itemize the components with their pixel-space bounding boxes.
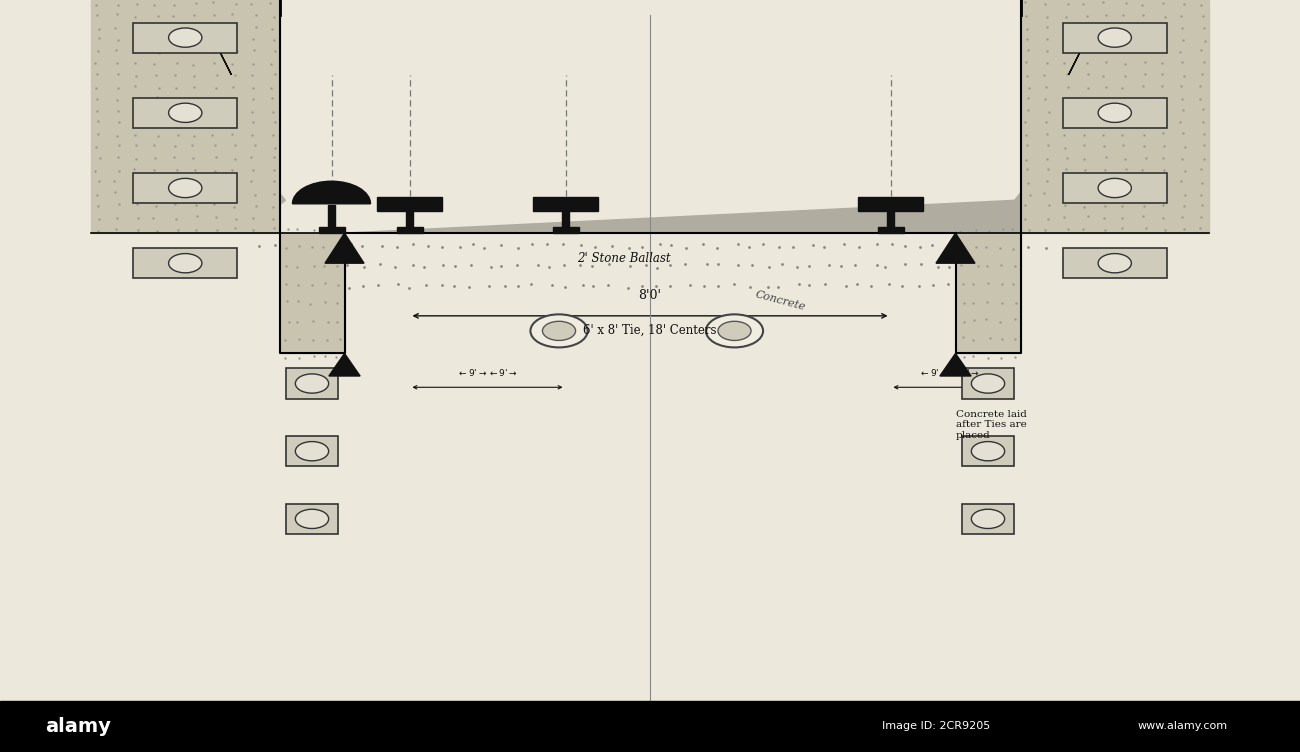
Polygon shape (1069, 53, 1079, 74)
Circle shape (169, 253, 202, 273)
Bar (1063, 98, 1167, 128)
Bar (286, 368, 338, 399)
Text: www.alamy.com: www.alamy.com (1138, 721, 1228, 732)
Circle shape (295, 441, 329, 461)
Bar (133, 98, 237, 128)
Text: alamy: alamy (46, 717, 110, 736)
Bar (552, 227, 578, 233)
Circle shape (1098, 103, 1131, 123)
Polygon shape (221, 53, 231, 74)
Circle shape (295, 374, 329, 393)
Bar (133, 173, 237, 203)
Bar (533, 197, 598, 211)
Circle shape (971, 509, 1005, 529)
Polygon shape (325, 233, 364, 263)
Bar (133, 248, 237, 278)
Bar (318, 227, 344, 233)
Circle shape (169, 103, 202, 123)
Bar (887, 205, 894, 227)
Circle shape (971, 374, 1005, 393)
Circle shape (169, 178, 202, 198)
Text: 8'0': 8'0' (638, 290, 662, 302)
Bar (1063, 173, 1167, 203)
Polygon shape (131, 0, 1169, 233)
Text: Concrete laid
after Ties are
placed: Concrete laid after Ties are placed (956, 410, 1027, 440)
Text: 6' x 8' Tie, 18' Centers: 6' x 8' Tie, 18' Centers (584, 323, 716, 336)
Bar (1063, 248, 1167, 278)
Bar (878, 227, 904, 233)
Text: $\leftarrow$9'$\rightarrow\leftarrow$9'$\rightarrow$: $\leftarrow$9'$\rightarrow\leftarrow$9'$… (458, 367, 517, 378)
Polygon shape (940, 353, 971, 376)
Text: Concrete: Concrete (754, 290, 806, 312)
Bar (1063, 23, 1167, 53)
Bar (406, 205, 413, 227)
Text: Image ID: 2CR9205: Image ID: 2CR9205 (881, 721, 991, 732)
Bar (962, 436, 1014, 466)
Text: 2' Stone Ballast: 2' Stone Ballast (577, 252, 671, 265)
Polygon shape (329, 353, 360, 376)
Circle shape (718, 321, 751, 341)
Circle shape (1098, 253, 1131, 273)
Circle shape (971, 441, 1005, 461)
Bar (396, 227, 422, 233)
Bar (562, 205, 569, 227)
Wedge shape (292, 181, 370, 204)
Bar (962, 504, 1014, 534)
Bar (328, 205, 335, 227)
Polygon shape (956, 0, 1209, 353)
Circle shape (530, 314, 588, 347)
Text: $\leftarrow$9'$\rightarrow\leftarrow$9'$\rightarrow$: $\leftarrow$9'$\rightarrow\leftarrow$9'$… (919, 367, 979, 378)
Circle shape (1098, 28, 1131, 47)
Bar (286, 504, 338, 534)
Polygon shape (936, 233, 975, 263)
Bar (377, 197, 442, 211)
Bar (286, 436, 338, 466)
Circle shape (706, 314, 763, 347)
Polygon shape (91, 0, 344, 353)
Circle shape (1098, 178, 1131, 198)
Circle shape (169, 28, 202, 47)
Circle shape (542, 321, 576, 341)
Bar (962, 368, 1014, 399)
Bar (858, 197, 923, 211)
Circle shape (295, 509, 329, 529)
Bar (0, 701, 1300, 752)
Bar (133, 23, 237, 53)
